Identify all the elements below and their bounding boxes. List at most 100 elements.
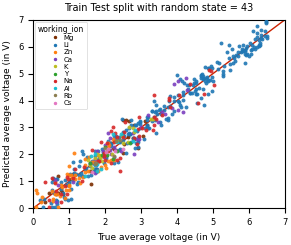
Na	[143, 128, 148, 132]
K	[127, 125, 132, 129]
Zn	[112, 158, 117, 162]
Na	[109, 129, 113, 133]
Ca	[112, 145, 116, 149]
Zn	[83, 163, 88, 167]
Li	[54, 177, 58, 181]
Li	[113, 137, 118, 141]
Na	[109, 161, 113, 165]
Ca	[170, 106, 174, 110]
Na	[90, 148, 95, 152]
Ca	[181, 110, 186, 114]
Li	[95, 149, 100, 153]
Li	[133, 146, 138, 149]
Na	[152, 94, 157, 98]
Na	[79, 179, 84, 183]
Li	[192, 89, 197, 93]
Li	[236, 54, 240, 58]
Li	[104, 154, 108, 158]
Li	[68, 197, 73, 201]
Li	[93, 163, 98, 167]
Li	[232, 56, 237, 60]
Li	[264, 19, 269, 23]
Li	[211, 79, 216, 83]
Li	[88, 164, 93, 168]
Rb	[114, 139, 119, 143]
Li	[50, 180, 54, 184]
Li	[180, 79, 184, 83]
Zn	[107, 143, 111, 147]
Li	[254, 45, 259, 49]
Li	[239, 49, 244, 53]
Ca	[100, 149, 105, 153]
Li	[100, 147, 104, 151]
Al	[99, 167, 103, 171]
Ca	[109, 152, 113, 156]
Li	[204, 81, 208, 85]
Li	[128, 118, 133, 122]
Al	[115, 140, 119, 144]
Li	[198, 76, 203, 80]
Al	[88, 154, 93, 158]
Al	[95, 162, 100, 166]
Li	[121, 134, 126, 138]
Li	[154, 131, 158, 135]
Zn	[112, 139, 116, 143]
Li	[81, 173, 85, 177]
Zn	[64, 172, 69, 176]
K	[87, 163, 92, 167]
Ca	[163, 112, 168, 116]
Li	[152, 118, 157, 122]
Mg	[71, 172, 75, 176]
Zn	[34, 188, 38, 192]
Li	[186, 87, 191, 91]
Zn	[55, 192, 59, 196]
Y	[99, 153, 104, 157]
Li	[127, 131, 132, 135]
Li	[112, 155, 116, 159]
K	[90, 166, 95, 170]
Li	[205, 77, 210, 81]
Li	[119, 117, 124, 121]
Li	[263, 34, 268, 38]
Li	[215, 67, 220, 71]
Ca	[176, 79, 181, 83]
Li	[250, 43, 255, 47]
Ca	[95, 149, 99, 153]
Zn	[93, 158, 97, 162]
Li	[257, 44, 261, 48]
Mg	[61, 193, 65, 196]
Li	[93, 154, 97, 158]
Li	[255, 31, 259, 35]
Zn	[63, 196, 67, 200]
Li	[71, 178, 76, 182]
Li	[49, 188, 54, 192]
Li	[63, 184, 68, 187]
Li	[264, 34, 269, 38]
Na	[122, 131, 127, 135]
Li	[155, 112, 159, 116]
Na	[118, 169, 123, 173]
Na	[59, 200, 63, 204]
Zn	[73, 177, 77, 181]
Mg	[132, 137, 136, 141]
Li	[193, 79, 198, 83]
Li	[264, 36, 269, 39]
Zn	[56, 205, 61, 209]
Li	[225, 50, 229, 54]
Zn	[50, 189, 55, 193]
Ca	[137, 137, 142, 141]
Li	[50, 176, 55, 180]
Zn	[97, 153, 101, 157]
Li	[234, 53, 239, 57]
Li	[143, 126, 147, 130]
Mg	[88, 169, 92, 173]
Li	[41, 205, 46, 209]
Li	[209, 75, 214, 79]
K	[85, 159, 90, 162]
Na	[43, 180, 48, 184]
Mg	[124, 119, 129, 122]
Na	[154, 117, 159, 121]
Ca	[184, 88, 189, 92]
Li	[90, 159, 95, 163]
Li	[260, 37, 265, 41]
